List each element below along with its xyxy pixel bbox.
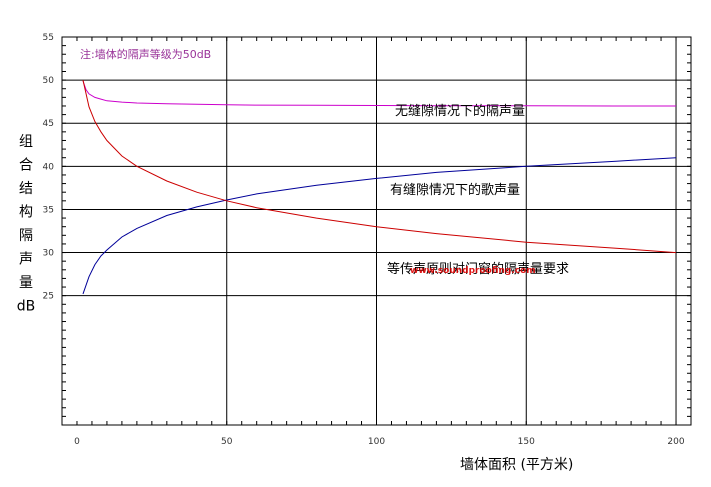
annotation-no-gap: 无缝隙情况下的隔声量 (395, 103, 525, 119)
chart-note: 注:墙体的隔声等级为50dB (80, 47, 211, 61)
x-axis-label: 墙体面积 (平方米) (460, 457, 573, 473)
x-tick-label: 200 (667, 437, 684, 447)
y-tick-label: 25 (43, 292, 54, 302)
y-tick-label: 55 (43, 33, 54, 43)
x-tick-label: 0 (74, 437, 80, 447)
series-line-1 (82, 157, 677, 295)
x-tick-label: 150 (518, 437, 535, 447)
x-tick-label: 100 (368, 437, 385, 447)
series-line-2 (82, 79, 677, 254)
y-tick-label: 35 (43, 205, 54, 215)
y-tick-label: 40 (43, 162, 55, 172)
annotation-with-gap: 有缝隙情况下的歌声量 (390, 182, 520, 198)
y-tick-labels: 25 30 35 40 45 50 55 (43, 33, 55, 302)
minor-ticks (61, 36, 692, 426)
series-line-0 (82, 80, 676, 107)
annotation-door-window-requirement: 等传声原则对门窗的隔声量要求 (387, 261, 569, 277)
x-tick-labels: 0 50 100 150 200 (74, 437, 685, 447)
y-tick-label: 50 (43, 76, 55, 86)
y-tick-label: 45 (43, 119, 54, 129)
x-tick-label: 50 (221, 437, 233, 447)
grid (61, 36, 692, 426)
y-axis-label: 组合结构隔声量 dB (17, 134, 36, 315)
series-group (82, 79, 677, 295)
y-tick-label: 30 (43, 249, 55, 259)
watermark-text: www.soundproofing.com (410, 266, 536, 276)
